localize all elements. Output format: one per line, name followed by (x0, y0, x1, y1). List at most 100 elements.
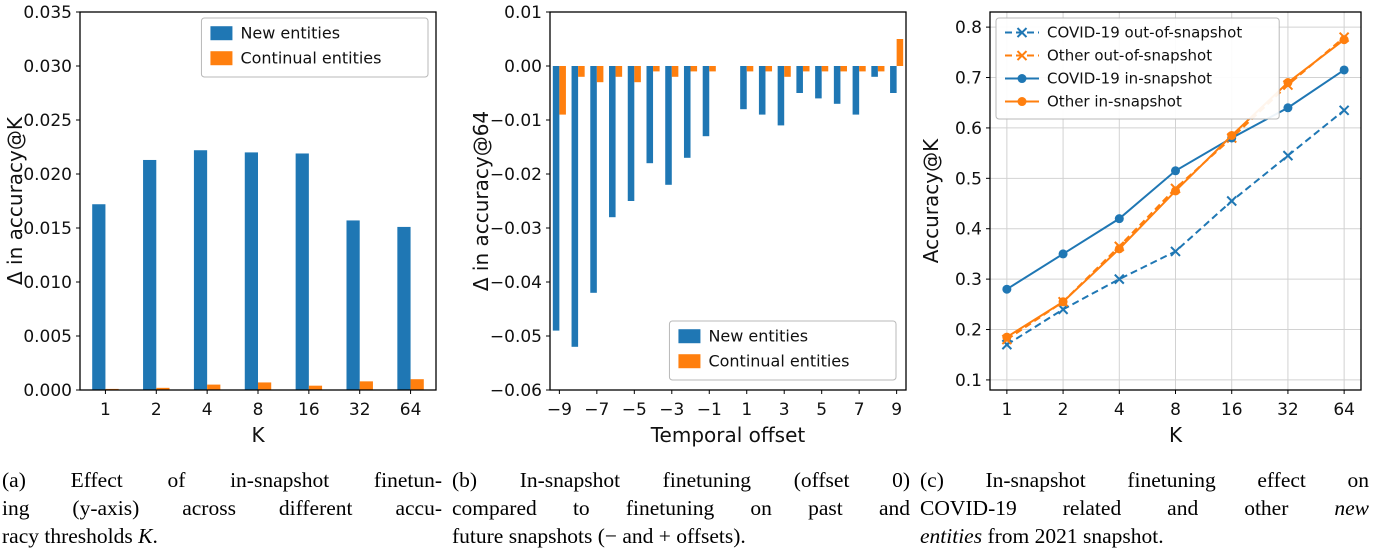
x-tick-label: −9 (547, 400, 572, 420)
x-tick-label: −1 (697, 400, 722, 420)
bar (244, 152, 258, 390)
bar (671, 66, 679, 77)
bar (896, 39, 904, 66)
bar-series-1 (92, 150, 411, 390)
x-axis-label: K (251, 423, 265, 447)
x-tick-label: −7 (584, 400, 609, 420)
bar (784, 66, 791, 77)
caption-text: (c) In-snapshot finetuning effect on (920, 468, 1369, 492)
y-tick-label: −0.05 (490, 327, 542, 347)
x-tick-label: −3 (659, 400, 684, 420)
y-tick-label: 0.1 (955, 371, 982, 391)
line-series-1 (1001, 105, 1350, 350)
caption-line: future snapshots (− and + offsets). (452, 522, 910, 550)
x-tick-label: 16 (1221, 400, 1243, 420)
x-axis-label: K (1169, 423, 1183, 447)
bar (871, 66, 878, 77)
circle-marker (1002, 332, 1012, 342)
x-tick-label: 3 (779, 400, 790, 420)
bar (821, 66, 829, 72)
x-tick-label: 1 (100, 400, 111, 420)
y-tick-label: −0.03 (490, 219, 542, 239)
legend-swatch (210, 51, 233, 66)
bar (571, 66, 579, 347)
x-tick-label: 64 (1333, 400, 1355, 420)
x-marker (1338, 105, 1350, 116)
chart-a-grouped-bar: 0.000 0.005 0.010 0.015 0.020 0.025 0.030 0.035… (3, 3, 437, 447)
x-marker (1016, 50, 1028, 61)
circle-marker (1283, 78, 1293, 88)
y-tick-label: 0.01 (504, 3, 542, 23)
legend-box (200, 17, 429, 78)
y-tick-label: 0.2 (955, 321, 982, 341)
panel-c: 0.1 0.2 0.3 0.4 0.5 0.6 0.7 0.8 1 2 4 8 16 32 64 Accura… (918, 0, 1377, 554)
caption-text: (b) In-snapshot finetuning (offset 0) (452, 468, 910, 492)
circle-marker (1171, 186, 1180, 196)
bar (796, 66, 803, 93)
line-series-4 (1002, 35, 1349, 342)
x-marker (1282, 150, 1294, 161)
bar (665, 66, 672, 185)
caption-line: (a) Effect of in-snapshot finetun- (2, 466, 442, 494)
y-tick-label: 0.8 (955, 18, 982, 38)
bar (578, 66, 585, 77)
y-tick-label: 0.005 (23, 327, 72, 347)
bar (852, 66, 860, 115)
legend-box (995, 17, 1280, 120)
bar (308, 385, 323, 390)
x-tick-label: 4 (202, 400, 213, 420)
y-axis-label: Δ in accuracy@64 (469, 111, 493, 291)
bar (746, 66, 754, 72)
bar (815, 66, 822, 99)
x-tick-label: 16 (298, 400, 320, 420)
x-tick-label: 1 (1001, 400, 1012, 420)
chart-b-grouped-bar: 0.01 0.00 −0.01 −0.02 −0.03 −0.04 −0.05 −0.06−9… (469, 3, 907, 447)
x-tick-label: 2 (1058, 400, 1069, 420)
bar (683, 66, 691, 158)
y-tick-label: 0.7 (955, 69, 982, 89)
bar (92, 204, 106, 390)
circle-marker (1002, 284, 1012, 294)
circle-marker (1339, 35, 1349, 45)
legend-label: COVID-19 out-of-snapshot (1047, 24, 1242, 42)
x-tick-label: 8 (253, 400, 264, 420)
y-tick-label: 0.010 (23, 273, 72, 293)
y-tick-label: 0.6 (955, 119, 982, 139)
plot-frame (989, 11, 1362, 391)
caption-text: racy thresholds (2, 524, 139, 548)
caption-text-italic: K (138, 524, 153, 548)
x-tick-label: 2 (151, 400, 162, 420)
bar (634, 66, 641, 83)
x-marker (1170, 246, 1181, 257)
bar (258, 382, 272, 390)
x-tick-label: −5 (622, 400, 647, 420)
x-axis-label: Temporal offset (650, 423, 806, 447)
y-tick-label: 0.015 (23, 219, 72, 239)
y-tick-label: 0.5 (955, 169, 982, 189)
y-tick-label: −0.01 (490, 111, 542, 131)
caption-text: future snapshots (− and + offsets). (452, 524, 746, 548)
bar (877, 66, 885, 72)
bar (193, 150, 208, 390)
x-marker (1226, 195, 1237, 207)
circle-marker (1058, 249, 1068, 259)
caption-text-italic: entities (920, 524, 983, 548)
y-tick-label: −0.06 (490, 381, 542, 401)
bar (359, 381, 373, 390)
caption-text: compared to finetuning on past and (452, 496, 910, 520)
bar (552, 66, 560, 331)
caption-line: entities from 2021 snapshot. (920, 522, 1369, 550)
bar-series-2 (559, 39, 904, 115)
legend-label: Other out-of-snapshot (1047, 47, 1212, 65)
y-tick-label: 0.030 (23, 57, 72, 77)
y-tick-label: −0.02 (490, 165, 542, 185)
plot-frame (79, 11, 437, 391)
caption-text: from 2021 snapshot. (982, 524, 1164, 548)
caption-b: (b) In-snapshot finetuning (offset 0) com… (450, 466, 918, 550)
bar (397, 226, 411, 390)
bar (777, 66, 785, 126)
bar (559, 66, 566, 115)
y-tick-label: 0.00 (504, 57, 542, 77)
bar (758, 66, 766, 115)
y-tick-label: 0.025 (23, 111, 72, 131)
